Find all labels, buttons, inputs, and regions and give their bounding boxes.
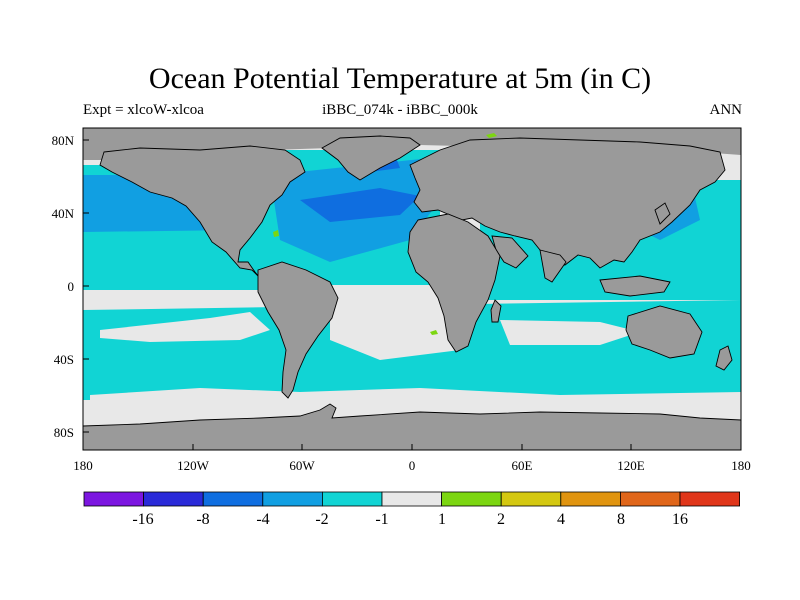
land-south-america: [257, 261, 339, 399]
lat-label-eq: 0: [68, 279, 75, 294]
lon-label-120w: 120W: [177, 458, 210, 473]
anomaly-north-atlantic-core: [300, 188, 420, 222]
colorbar-label-1: 1: [438, 511, 446, 528]
lat-label-80s: 80S: [54, 425, 74, 440]
colorbar-swatch-3: [262, 491, 323, 507]
land-africa: [407, 213, 501, 353]
colorbar-swatch-2: [202, 491, 264, 507]
lat-label-40s: 40S: [54, 352, 74, 367]
experiment-label: Expt = xlcoW-xlcoa: [83, 102, 204, 118]
neutral-indian-ocean: [500, 320, 640, 345]
land-north-america: [99, 145, 306, 279]
latitude-axis: 80N 40N 0 40S 80S: [52, 133, 89, 440]
colorbar-swatch-6: [441, 491, 502, 507]
colorbar: -16 -8 -4 -2 -1 1 2 4 8 16: [83, 491, 740, 528]
experiment-pair-label: iBBC_074k - iBBC_000k: [322, 102, 478, 118]
colorbar-label-minus-2: -2: [315, 511, 328, 528]
colorbar-label-8: 8: [617, 511, 625, 528]
colorbar-label-minus-4: -4: [256, 511, 269, 528]
season-label: ANN: [709, 102, 743, 118]
map-plot-area: [83, 128, 741, 450]
land-australia: [625, 305, 703, 359]
land-greenland: [321, 135, 421, 181]
lon-label-60e: 60E: [512, 458, 533, 473]
positive-patch-south-atlantic: [430, 330, 438, 335]
colorbar-swatch-9: [620, 491, 681, 507]
colorbar-label-2: 2: [497, 511, 505, 528]
lon-label-60w: 60W: [289, 458, 315, 473]
colorbar-label-4: 4: [557, 511, 565, 528]
positive-patch-black-sea: [486, 133, 497, 138]
colorbar-swatch-1: [143, 491, 204, 507]
lon-label-120e: 120E: [617, 458, 645, 473]
colorbar-label-16: 16: [672, 511, 688, 528]
colorbar-swatch-10: [679, 491, 740, 507]
colorbar-label-minus-16: -16: [132, 511, 153, 528]
colorbar-label-minus-1: -1: [375, 511, 388, 528]
neutral-south-pacific: [100, 312, 270, 342]
colorbar-label-minus-8: -8: [196, 511, 209, 528]
colorbar-swatch-4: [321, 491, 383, 507]
colorbar-swatch-0: [83, 491, 144, 507]
land-madagascar: [490, 299, 502, 323]
lat-label-80n: 80N: [52, 133, 75, 148]
colorbar-boxes: [83, 491, 740, 507]
lon-label-180w: 180: [73, 458, 93, 473]
colorbar-swatch-7: [500, 491, 562, 507]
lon-label-0: 0: [409, 458, 416, 473]
colorbar-swatch-5: [381, 491, 442, 507]
land-antarctica: [83, 403, 741, 450]
land-new-zealand: [715, 345, 733, 371]
colorbar-swatch-8: [560, 491, 621, 507]
positive-patch-caribbean: [273, 230, 279, 237]
neutral-south-atlantic: [330, 298, 460, 360]
land-indian-subcontinent: [539, 249, 567, 283]
land-japan: [654, 202, 671, 225]
map-title: Ocean Potential Temperature at 5m (in C): [148, 62, 652, 95]
land-masses: [83, 128, 741, 450]
lon-label-180e: 180: [731, 458, 751, 473]
land-maritime-southeast-asia: [599, 275, 671, 297]
lat-label-40n: 40N: [52, 206, 75, 221]
longitude-axis: 180 120W 60W 0 60E 120E 180: [73, 444, 751, 473]
